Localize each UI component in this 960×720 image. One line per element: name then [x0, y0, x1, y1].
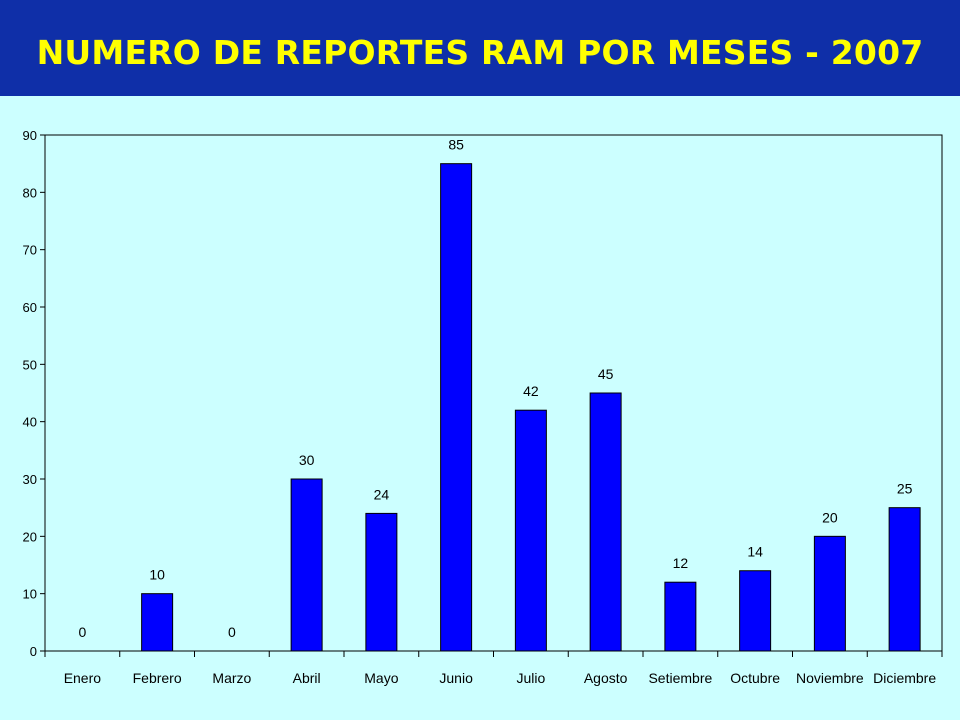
bar-julio — [514, 409, 547, 652]
x-category-label: Marzo — [212, 670, 251, 686]
data-label-marzo: 0 — [228, 624, 236, 640]
y-tick-label: 30 — [23, 472, 37, 487]
bar-diciembre — [888, 507, 921, 652]
y-tick-label: 90 — [23, 128, 37, 143]
bar-agosto — [589, 392, 622, 652]
bar-mayo — [365, 512, 398, 652]
x-category-label: Enero — [64, 670, 102, 686]
bar-febrero — [141, 593, 174, 652]
y-tick-label: 80 — [23, 185, 37, 200]
x-category-label: Febrero — [133, 670, 182, 686]
bar-noviembre — [813, 535, 846, 652]
bar-abril — [290, 478, 323, 652]
y-tick-label: 60 — [23, 300, 37, 315]
data-label-noviembre: 20 — [822, 509, 838, 525]
y-tick-label: 20 — [23, 529, 37, 544]
bar-setiembre — [664, 581, 697, 652]
bar-junio — [440, 163, 473, 652]
bar-octubre — [739, 570, 772, 652]
bar-chart: 0 10 20 30 40 50 60 70 80 90 0 Enero 10 Febrero 0 Marzo… — [23, 128, 943, 686]
data-label-setiembre: 12 — [673, 555, 689, 571]
x-category-label: Diciembre — [873, 670, 936, 686]
plot-area — [44, 134, 943, 652]
data-label-agosto: 45 — [598, 366, 614, 382]
data-label-diciembre: 25 — [897, 481, 913, 497]
header-bar: NUMERO DE REPORTES RAM POR MESES - 2007 — [0, 0, 960, 96]
x-category-label: Mayo — [364, 670, 398, 686]
data-label-octubre: 14 — [747, 544, 763, 560]
x-category-label: Agosto — [584, 670, 628, 686]
data-label-julio: 42 — [523, 383, 539, 399]
page-title: NUMERO DE REPORTES RAM POR MESES - 2007 — [36, 32, 924, 72]
x-category-label: Julio — [516, 670, 545, 686]
x-category-label: Abril — [293, 670, 321, 686]
y-tick-label: 70 — [23, 243, 37, 258]
data-label-junio: 85 — [448, 137, 464, 153]
x-category-label: Noviembre — [796, 670, 864, 686]
y-tick-label: 40 — [23, 415, 37, 430]
data-label-mayo: 24 — [374, 486, 390, 502]
x-category-label: Octubre — [730, 670, 780, 686]
data-label-abril: 30 — [299, 452, 315, 468]
x-category-label: Setiembre — [648, 670, 712, 686]
y-tick-label: 50 — [23, 357, 37, 372]
x-category-label: Junio — [439, 670, 473, 686]
data-label-febrero: 10 — [149, 567, 165, 583]
data-label-enero: 0 — [78, 624, 86, 640]
y-tick-label: 10 — [23, 587, 37, 602]
y-tick-label: 0 — [30, 644, 37, 659]
